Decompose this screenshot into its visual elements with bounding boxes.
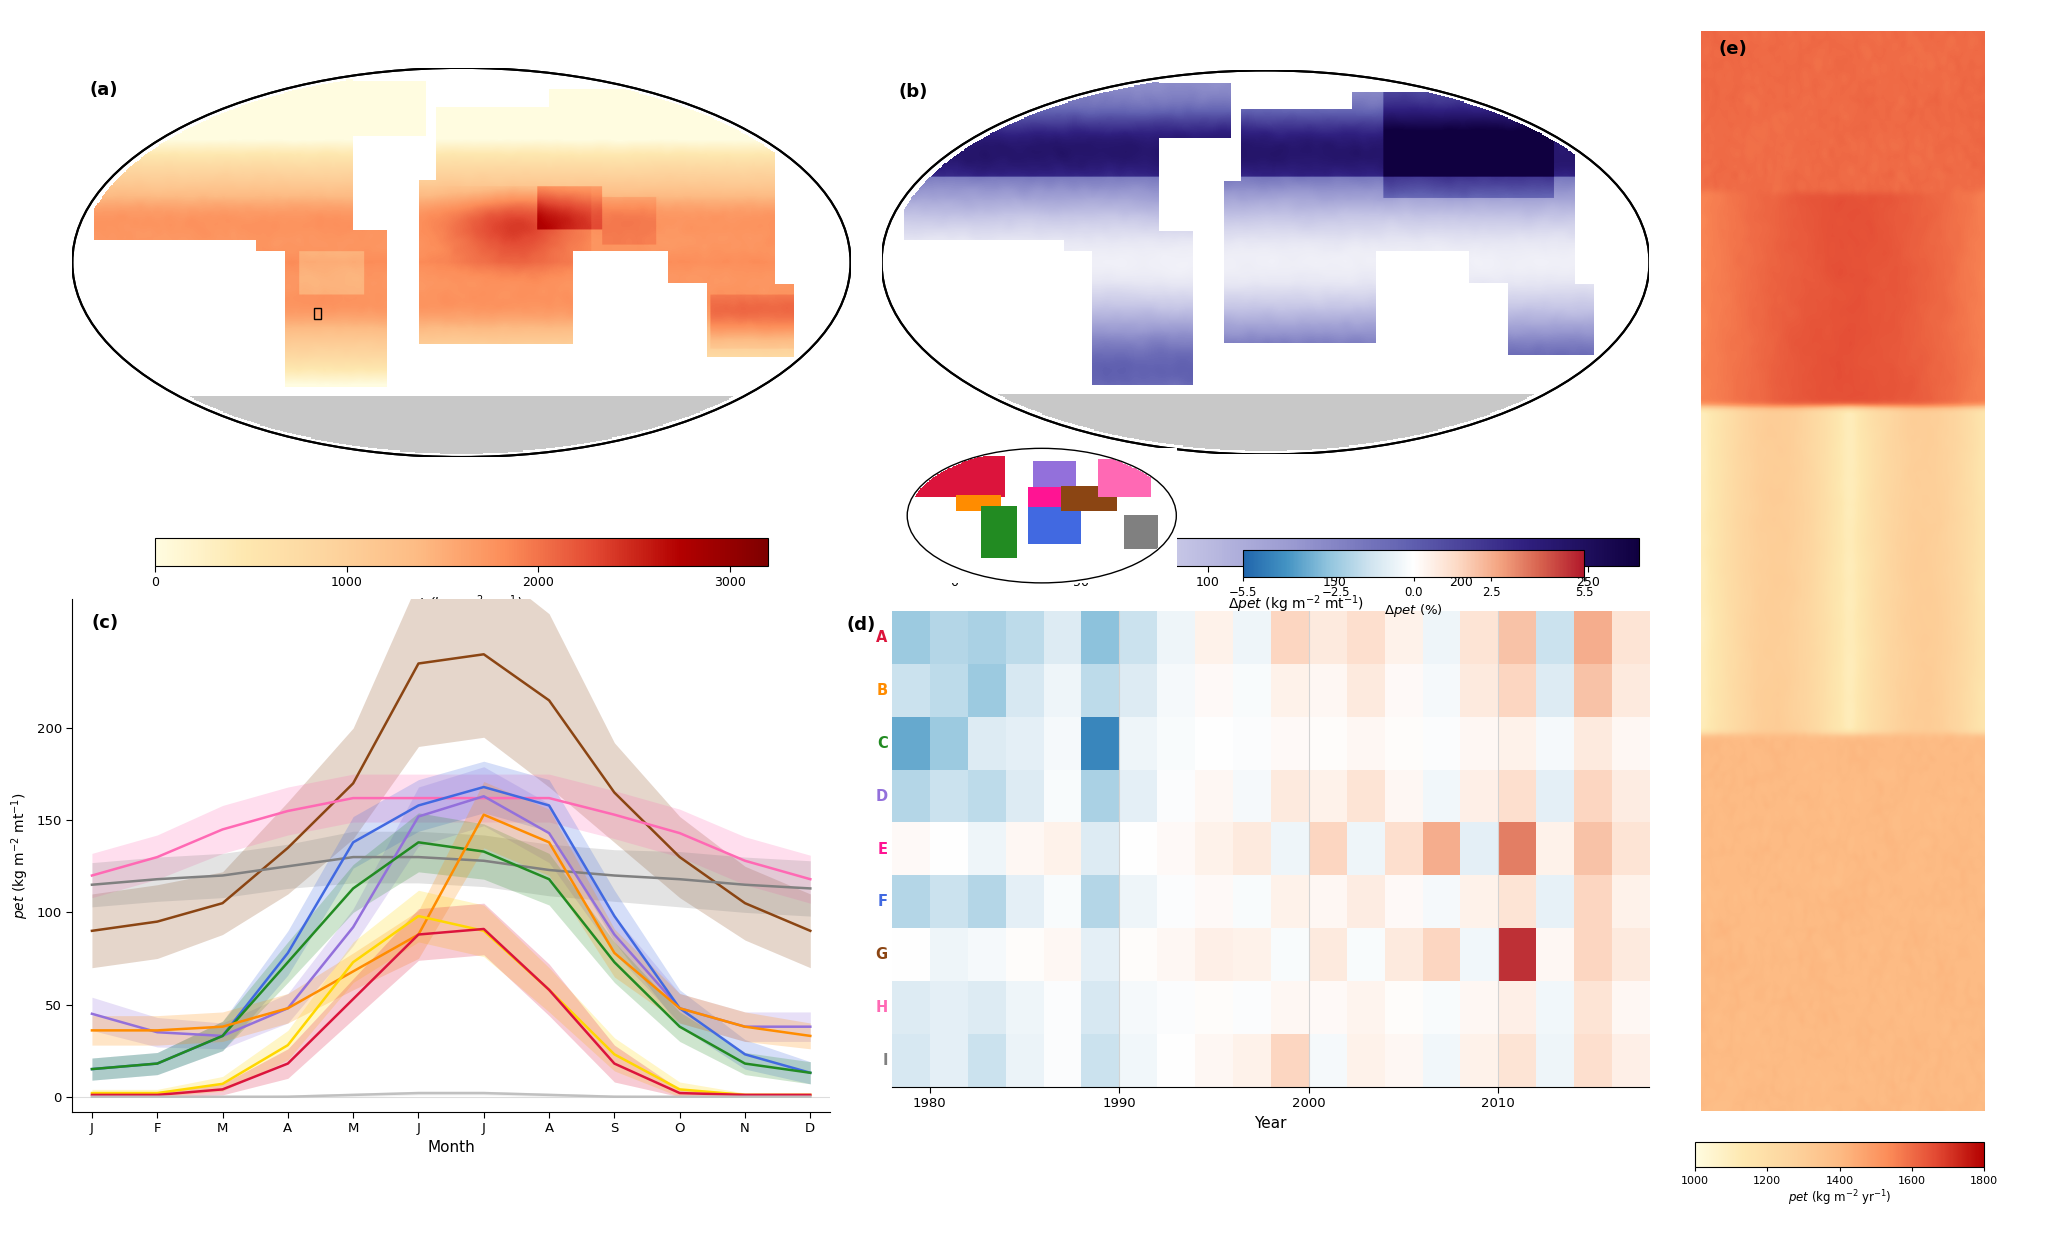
Ellipse shape (72, 68, 852, 457)
X-axis label: Year: Year (1255, 1115, 1288, 1131)
Text: (b): (b) (899, 83, 928, 101)
Text: (e): (e) (1718, 40, 1747, 58)
Text: (a): (a) (89, 80, 118, 99)
X-axis label: $\it{pet}$ (kg m$^{-2}$ yr$^{-1}$): $\it{pet}$ (kg m$^{-2}$ yr$^{-1}$) (401, 593, 523, 615)
Text: (c): (c) (91, 614, 118, 632)
X-axis label: $\it{pet}$ (kg m$^{-2}$ yr$^{-1}$): $\it{pet}$ (kg m$^{-2}$ yr$^{-1}$) (1788, 1189, 1891, 1209)
Text: (d): (d) (847, 616, 876, 634)
X-axis label: Month: Month (428, 1140, 475, 1156)
Y-axis label: $\it{pet}$ (kg m$^{-2}$ mt$^{-1}$): $\it{pet}$ (kg m$^{-2}$ mt$^{-1}$) (10, 792, 31, 919)
X-axis label: $\Delta\it{pet}$ (%): $\Delta\it{pet}$ (%) (1385, 601, 1443, 619)
Bar (314, 308, 320, 319)
X-axis label: $\Delta\it{pet}$ (kg m$^{-2}$ mt$^{-1}$): $\Delta\it{pet}$ (kg m$^{-2}$ mt$^{-1}$) (1228, 593, 1364, 615)
Ellipse shape (883, 70, 1649, 454)
